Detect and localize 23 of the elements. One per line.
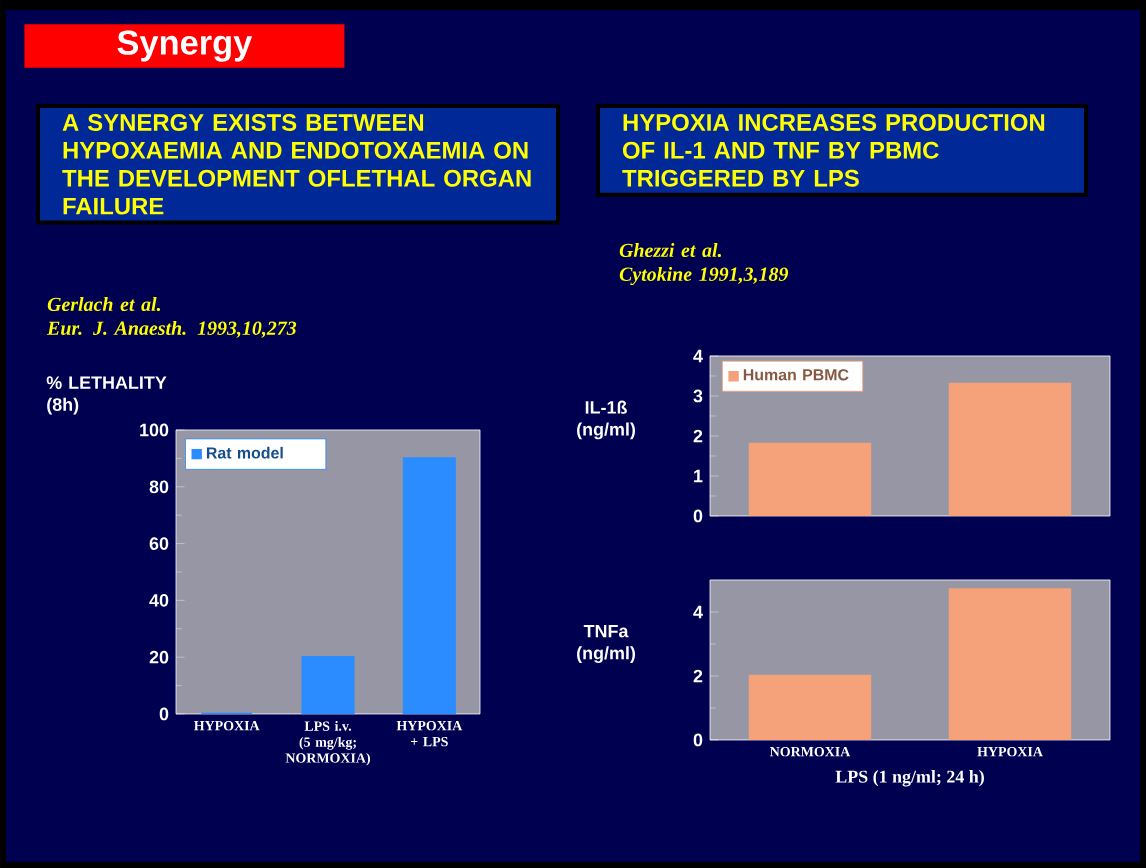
y-axis-title: % LETHALITY (8h) [46,376,167,415]
x-axis-title: LPS (1 ng/ml; 24 h) [835,770,984,787]
y-tick-label: 0 [693,733,703,747]
y-tick-label: 80 [149,480,169,494]
y-tick-label: 60 [149,537,169,550]
y-tick-label: 4 [693,349,703,363]
y-axis-title: TNFa (ng/ml) [577,624,636,664]
chart-title: A SYNERGY EXISTS BETWEEN HYPOXAEMIA AND ENDOTOXAEMIA ON THE DEVELOPMENT OFLETHAL ORGAN FAILURE [62,113,531,215]
y-tick-label: 0 [693,509,703,523]
y-tick-label: 0 [159,707,169,721]
y-tick-label: 2 [693,429,703,443]
chart-subtitle: Ghezzi et al. Cytokine 1991,3,189 [619,243,789,286]
chart-subtitle: Gerlach et al. Eur. J. Anaesth. 1993,10,273 [46,297,297,338]
y-tick-label: 2 [693,669,703,683]
y-tick-label: 20 [149,650,169,664]
y-tick-label: 3 [693,389,703,403]
y-tick-label: 40 [149,594,169,607]
y-tick-label: 1 [694,469,703,483]
chart-title: HYPOXIA INCREASES PRODUCTION OF IL-1 AND TNF BY PBMC TRIGGERED BY LPS [622,113,1045,187]
text: Synergy [117,30,253,62]
y-tick-label: 100 [140,423,169,437]
y-tick-label: 4 [693,605,703,619]
y-axis-title: IL-1ß (ng/ml) [577,400,636,440]
